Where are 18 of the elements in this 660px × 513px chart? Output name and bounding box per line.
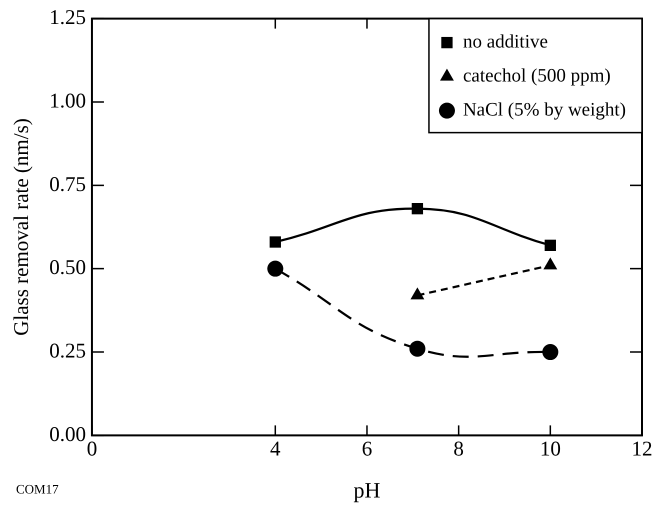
x-tick-label: 0 (86, 436, 98, 461)
text: COM17 (16, 481, 60, 496)
y-tick-label: 1.00 (49, 88, 86, 112)
y-tick-label: 0.25 (49, 338, 86, 363)
y-tick-label: 1.25 (49, 5, 86, 30)
y-tick-label: 0.75 (49, 172, 86, 196)
legend-label: NaCl (5% by weight) (462, 100, 626, 121)
y-axis-title: Glass removal rate (nm/s) (9, 118, 34, 336)
y-tick-label: 0.00 (49, 422, 86, 446)
y-tick-label: 0.50 (49, 255, 86, 280)
x-tick-label: 12 (632, 436, 652, 461)
legend-label: no additive (462, 32, 548, 53)
x-axis-title: pH (354, 478, 381, 503)
x-tick-label: 10 (540, 436, 561, 461)
x-tick-label: 8 (453, 436, 464, 461)
x-tick-label: 4 (270, 436, 282, 461)
x-tick-label: 6 (362, 436, 372, 461)
legend-label: catechol (500 ppm) (462, 66, 611, 87)
